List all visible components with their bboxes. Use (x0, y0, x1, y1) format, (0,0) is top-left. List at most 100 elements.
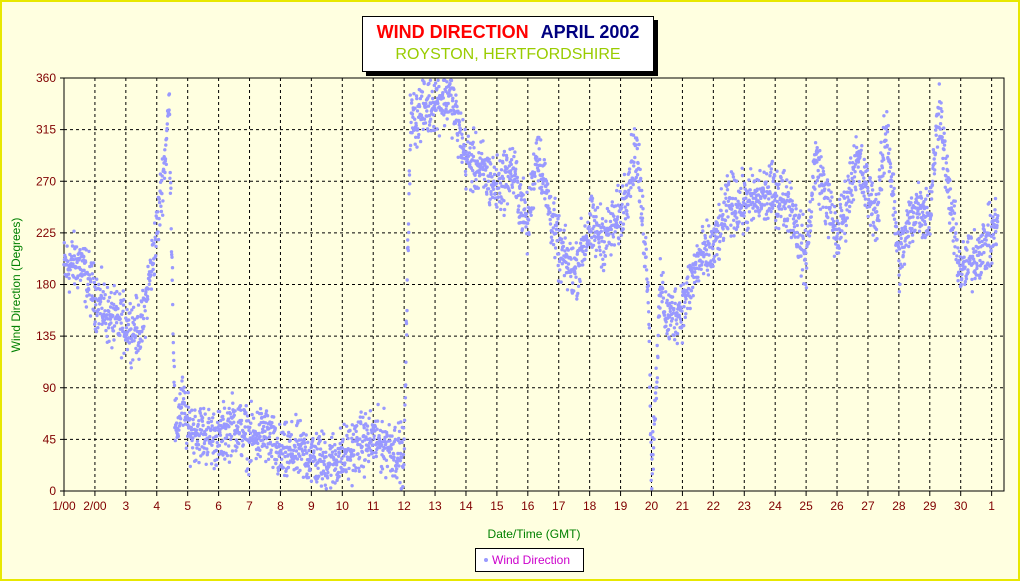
data-point (398, 451, 403, 456)
data-point (177, 428, 181, 432)
data-point (837, 197, 842, 202)
data-point (406, 222, 411, 226)
data-point (497, 186, 501, 190)
data-point (210, 443, 214, 447)
data-point (602, 262, 607, 267)
data-point (833, 204, 837, 209)
data-point (626, 191, 631, 196)
data-point (110, 346, 114, 350)
data-point (655, 343, 659, 348)
data-point (459, 153, 463, 158)
data-point (224, 426, 228, 431)
data-point (815, 160, 819, 164)
data-point (277, 442, 282, 447)
data-point (502, 213, 506, 218)
data-point (560, 262, 564, 266)
data-point (627, 170, 631, 175)
data-point (338, 441, 342, 446)
data-point (441, 96, 445, 100)
data-point (98, 300, 103, 304)
data-point (413, 117, 417, 121)
data-point (295, 466, 299, 470)
data-point (112, 338, 116, 342)
data-point (686, 275, 690, 279)
data-point (412, 92, 416, 96)
data-point (206, 450, 210, 454)
data-point (692, 275, 696, 280)
data-point (309, 479, 314, 483)
data-point (985, 266, 989, 270)
data-point (977, 240, 982, 244)
data-point (460, 132, 464, 136)
data-point (886, 151, 891, 156)
data-point (370, 431, 374, 435)
data-point (502, 149, 507, 154)
data-point (212, 412, 216, 416)
x-tick-label: 11 (367, 499, 380, 513)
data-point (262, 443, 267, 448)
data-point (591, 203, 595, 207)
data-point (576, 284, 581, 288)
data-point (343, 461, 347, 465)
data-point (344, 470, 348, 474)
data-point (144, 290, 148, 294)
data-point (897, 259, 901, 263)
data-point (357, 455, 362, 460)
data-point (604, 219, 608, 223)
data-point (259, 411, 264, 416)
data-point (928, 232, 932, 236)
x-tick-label: 6 (215, 499, 222, 513)
x-tick-label: 3 (122, 499, 129, 513)
data-point (549, 235, 554, 239)
data-point (134, 346, 138, 351)
data-point (407, 169, 411, 173)
data-point (380, 443, 384, 447)
data-point (584, 248, 588, 253)
data-point (787, 205, 792, 209)
data-point (437, 84, 441, 89)
data-point (258, 454, 262, 459)
data-point (818, 148, 822, 153)
data-point (681, 282, 686, 286)
data-point (96, 308, 101, 312)
data-point (776, 186, 780, 190)
data-point (521, 176, 526, 180)
data-point (688, 306, 692, 311)
data-point (701, 271, 706, 276)
data-point (623, 217, 628, 221)
data-point (906, 234, 911, 239)
data-point (653, 391, 658, 395)
data-point (771, 179, 775, 184)
data-point (626, 215, 630, 219)
data-point (691, 294, 695, 298)
data-point (933, 151, 938, 155)
data-point (575, 297, 579, 301)
data-point (142, 324, 146, 329)
data-point (647, 310, 651, 314)
data-point (455, 138, 460, 143)
data-point (265, 445, 269, 449)
data-point (127, 318, 131, 322)
data-point (143, 335, 148, 340)
data-point (607, 232, 611, 236)
data-point (834, 242, 838, 246)
data-point (299, 457, 304, 461)
data-point (400, 440, 404, 445)
data-point (329, 473, 333, 477)
data-point (350, 436, 354, 440)
data-point (414, 135, 418, 139)
data-point (496, 195, 500, 199)
data-point (182, 411, 187, 416)
data-point (106, 299, 111, 303)
data-point (105, 285, 110, 290)
data-point (911, 239, 915, 244)
data-point (782, 168, 786, 173)
data-point (163, 148, 167, 152)
data-point (945, 154, 949, 158)
data-point (558, 268, 562, 272)
data-point (444, 107, 448, 112)
data-point (944, 161, 948, 165)
data-point (263, 429, 267, 433)
data-point (870, 212, 874, 216)
data-point (372, 455, 376, 459)
